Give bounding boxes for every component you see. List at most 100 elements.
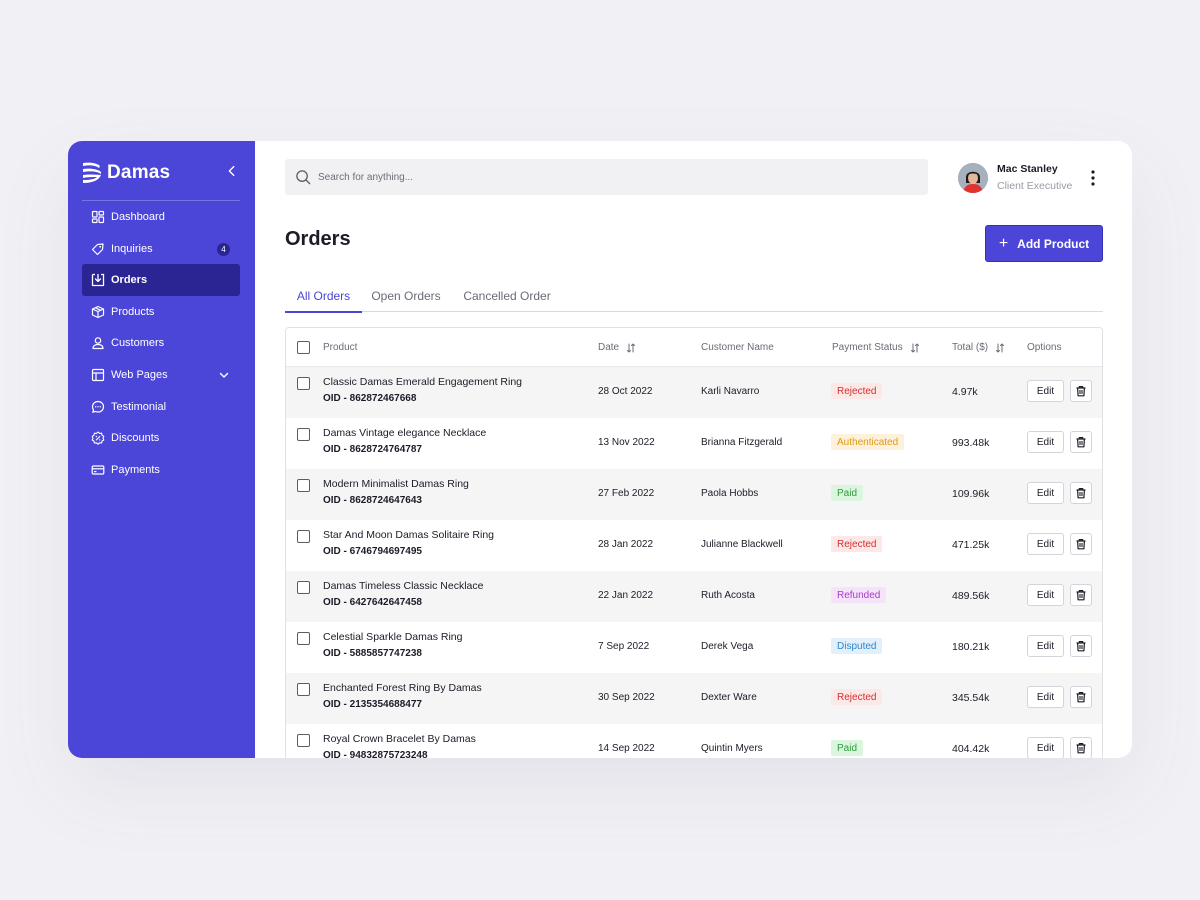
edit-button[interactable]: Edit bbox=[1027, 635, 1064, 657]
edit-button[interactable]: Edit bbox=[1027, 533, 1064, 555]
table-row[interactable]: Modern Minimalist Damas Ring OID - 86287… bbox=[286, 469, 1102, 520]
search-input[interactable] bbox=[318, 171, 898, 183]
delete-button[interactable] bbox=[1070, 482, 1092, 504]
row-checkbox[interactable] bbox=[297, 581, 310, 594]
tab-all-orders[interactable]: All Orders bbox=[285, 280, 362, 313]
select-all-checkbox[interactable] bbox=[297, 341, 310, 354]
sidebar-item-label: Payments bbox=[111, 463, 160, 476]
dashboard-icon bbox=[91, 210, 105, 224]
user-info: Mac Stanley Client Executive bbox=[997, 162, 1072, 194]
search-bar[interactable] bbox=[285, 159, 928, 195]
order-total: 471.25k bbox=[952, 539, 990, 551]
trash-icon bbox=[1076, 539, 1086, 550]
inquiries-count-badge: 4 bbox=[217, 242, 230, 256]
chevron-left-icon bbox=[228, 165, 235, 177]
sort-icon[interactable] bbox=[910, 343, 920, 353]
product-name: Modern Minimalist Damas Ring bbox=[323, 478, 469, 490]
trash-icon bbox=[1076, 488, 1086, 499]
sidebar-item-testimonial[interactable]: Testimonial bbox=[82, 391, 240, 423]
row-checkbox[interactable] bbox=[297, 632, 310, 645]
status-badge: Rejected bbox=[831, 383, 883, 399]
sort-icon[interactable] bbox=[995, 343, 1005, 353]
delete-button[interactable] bbox=[1070, 533, 1092, 555]
delete-button[interactable] bbox=[1070, 635, 1092, 657]
edit-button[interactable]: Edit bbox=[1027, 380, 1064, 402]
user-icon bbox=[91, 336, 105, 350]
customer-name: Ruth Acosta bbox=[701, 590, 755, 601]
table-row[interactable]: Celestial Sparkle Damas Ring OID - 58858… bbox=[286, 622, 1102, 673]
app-window: Damas Dashboard Inquiries 4 bbox=[68, 141, 1132, 758]
edit-button[interactable]: Edit bbox=[1027, 482, 1064, 504]
edit-button[interactable]: Edit bbox=[1027, 584, 1064, 606]
order-id: OID - 94832875723248 bbox=[323, 750, 428, 758]
sidebar-item-customers[interactable]: Customers bbox=[82, 327, 240, 359]
add-product-button[interactable]: + Add Product bbox=[985, 225, 1103, 262]
row-checkbox[interactable] bbox=[297, 734, 310, 747]
table-row[interactable]: Enchanted Forest Ring By Damas OID - 213… bbox=[286, 673, 1102, 724]
brand[interactable]: Damas bbox=[82, 159, 170, 187]
table-row[interactable]: Damas Vintage elegance Necklace OID - 86… bbox=[286, 418, 1102, 469]
tab-open-orders[interactable]: Open Orders bbox=[371, 289, 441, 303]
sidebar-item-discounts[interactable]: Discounts bbox=[82, 422, 240, 454]
column-date[interactable]: Date bbox=[598, 328, 636, 367]
status-badge: Paid bbox=[831, 485, 864, 501]
user-role: Client Executive bbox=[997, 180, 1073, 192]
column-total[interactable]: Total ($) bbox=[952, 328, 1005, 367]
delete-button[interactable] bbox=[1070, 584, 1092, 606]
column-product: Product bbox=[323, 342, 358, 353]
user-name: Mac Stanley bbox=[997, 163, 1058, 175]
row-checkbox[interactable] bbox=[297, 530, 310, 543]
sidebar-divider bbox=[82, 200, 240, 201]
delete-button[interactable] bbox=[1070, 737, 1092, 758]
status-badge: Refunded bbox=[831, 587, 887, 603]
table-row[interactable]: Damas Timeless Classic Necklace OID - 64… bbox=[286, 571, 1102, 622]
row-checkbox[interactable] bbox=[297, 428, 310, 441]
sidebar-item-payments[interactable]: Payments bbox=[82, 454, 240, 486]
sidebar-item-web-pages[interactable]: Web Pages bbox=[82, 359, 240, 391]
sidebar-item-inquiries[interactable]: Inquiries 4 bbox=[82, 233, 240, 265]
chevron-down-icon[interactable] bbox=[218, 369, 230, 381]
table-row[interactable]: Royal Crown Bracelet By Damas OID - 9483… bbox=[286, 724, 1102, 758]
product-name: Royal Crown Bracelet By Damas bbox=[323, 733, 476, 745]
row-checkbox[interactable] bbox=[297, 377, 310, 390]
more-vertical-icon[interactable] bbox=[1088, 168, 1098, 188]
sidebar-item-orders[interactable]: Orders bbox=[82, 264, 240, 297]
table-body: Classic Damas Emerald Engagement Ring OI… bbox=[286, 367, 1102, 758]
customer-name: Paola Hobbs bbox=[701, 488, 759, 499]
delete-button[interactable] bbox=[1070, 380, 1092, 402]
sidebar-item-label: Discounts bbox=[111, 432, 160, 445]
tab-cancelled-order[interactable]: Cancelled Order bbox=[463, 289, 551, 303]
table-row[interactable]: Star And Moon Damas Solitaire Ring OID -… bbox=[286, 520, 1102, 571]
row-checkbox[interactable] bbox=[297, 683, 310, 696]
user-profile[interactable]: Mac Stanley Client Executive bbox=[958, 162, 1072, 194]
sidebar-item-label: Dashboard bbox=[111, 211, 165, 223]
sort-icon[interactable] bbox=[626, 343, 636, 353]
order-id: OID - 6746794697495 bbox=[323, 546, 422, 557]
table-row[interactable]: Classic Damas Emerald Engagement Ring OI… bbox=[286, 367, 1102, 418]
trash-icon bbox=[1076, 692, 1086, 703]
delete-button[interactable] bbox=[1070, 431, 1092, 453]
order-id: OID - 2135354688477 bbox=[323, 699, 422, 710]
row-checkbox[interactable] bbox=[297, 479, 310, 492]
tag-icon bbox=[91, 242, 105, 256]
order-date: 22 Jan 2022 bbox=[598, 590, 654, 601]
edit-button[interactable]: Edit bbox=[1027, 431, 1064, 453]
customer-name: Brianna Fitzgerald bbox=[701, 437, 783, 448]
sidebar-item-products[interactable]: Products bbox=[82, 296, 240, 328]
add-product-label: Add Product bbox=[1017, 236, 1090, 251]
order-tabs: All Orders Open Orders Cancelled Order bbox=[285, 280, 1103, 313]
status-badge: Paid bbox=[831, 740, 864, 756]
order-id: OID - 8628724764787 bbox=[323, 444, 422, 455]
delete-button[interactable] bbox=[1070, 686, 1092, 708]
order-id: OID - 5885857747238 bbox=[323, 648, 422, 659]
edit-button[interactable]: Edit bbox=[1027, 686, 1064, 708]
sidebar-nav: Dashboard Inquiries 4 Orders Products bbox=[82, 201, 240, 485]
avatar[interactable] bbox=[958, 163, 988, 193]
trash-icon bbox=[1076, 743, 1086, 754]
column-payment-status[interactable]: Payment Status bbox=[832, 328, 920, 367]
collapse-sidebar-button[interactable] bbox=[224, 163, 240, 179]
sidebar-item-dashboard[interactable]: Dashboard bbox=[82, 201, 240, 233]
customer-name: Derek Vega bbox=[701, 641, 754, 652]
customer-name: Dexter Ware bbox=[701, 692, 757, 703]
edit-button[interactable]: Edit bbox=[1027, 737, 1064, 758]
